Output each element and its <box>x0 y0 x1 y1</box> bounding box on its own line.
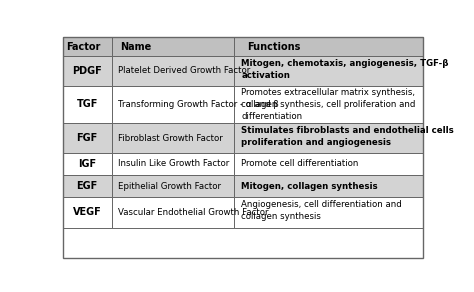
Bar <box>63 86 111 123</box>
Bar <box>111 175 234 197</box>
Bar <box>63 153 111 175</box>
Text: Epithelial Growth Factor: Epithelial Growth Factor <box>118 182 220 190</box>
Text: FGF: FGF <box>77 133 98 143</box>
Text: Promotes extracellular matrix synthesis,
collagen synthesis, cell proliferation : Promotes extracellular matrix synthesis,… <box>241 88 416 121</box>
Text: VEGF: VEGF <box>73 207 101 218</box>
Text: Angiogenesis, cell differentiation and
collagen synthesis: Angiogenesis, cell differentiation and c… <box>241 200 402 220</box>
Bar <box>111 56 234 86</box>
Bar <box>63 56 111 86</box>
Text: EGF: EGF <box>77 181 98 191</box>
Bar <box>111 123 234 153</box>
Bar <box>63 37 111 56</box>
Bar <box>234 86 423 123</box>
Text: Fibroblast Growth Factor: Fibroblast Growth Factor <box>118 134 222 142</box>
Bar <box>111 197 234 228</box>
Text: Transforming Growth Factor - α and β: Transforming Growth Factor - α and β <box>118 100 278 109</box>
Bar <box>234 153 423 175</box>
Text: Platelet Derived Growth Factor: Platelet Derived Growth Factor <box>118 66 250 75</box>
Bar <box>234 175 423 197</box>
Text: Insulin Like Growth Factor: Insulin Like Growth Factor <box>118 159 229 168</box>
Text: Mitogen, chemotaxis, angiogenesis, TGF-β
activation: Mitogen, chemotaxis, angiogenesis, TGF-β… <box>241 59 449 79</box>
Text: Name: Name <box>120 42 151 52</box>
Text: Promote cell differentiation: Promote cell differentiation <box>241 159 359 168</box>
Text: Stimulates fibroblasts and endothelial cells
proliferation and angiogenesis: Stimulates fibroblasts and endothelial c… <box>241 126 454 147</box>
Text: Factor: Factor <box>66 42 100 52</box>
Text: Vascular Endothelial Growth Factor: Vascular Endothelial Growth Factor <box>118 208 268 217</box>
Text: IGF: IGF <box>78 159 96 169</box>
Bar <box>234 56 423 86</box>
Text: TGF: TGF <box>76 100 98 110</box>
Text: Functions: Functions <box>247 42 301 52</box>
Bar <box>234 197 423 228</box>
Bar <box>63 175 111 197</box>
Bar <box>63 197 111 228</box>
Bar <box>111 37 234 56</box>
Bar <box>234 123 423 153</box>
Bar <box>234 37 423 56</box>
Bar <box>63 123 111 153</box>
Text: PDGF: PDGF <box>73 66 102 76</box>
Bar <box>111 86 234 123</box>
Text: Mitogen, collagen synthesis: Mitogen, collagen synthesis <box>241 182 378 190</box>
Bar <box>111 153 234 175</box>
